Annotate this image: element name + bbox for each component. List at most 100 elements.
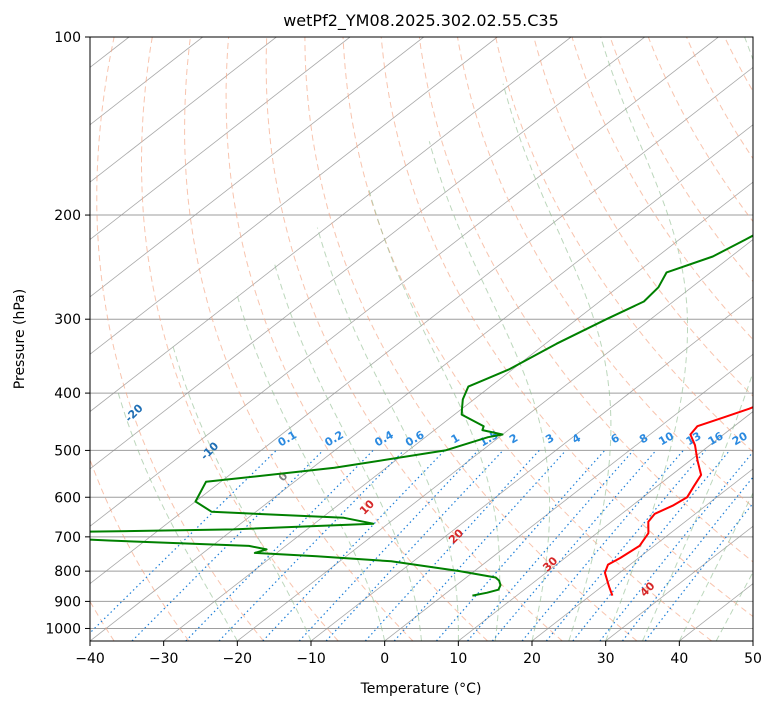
x-tick-label: 10 <box>449 651 467 667</box>
dry-adiabat-line <box>533 37 753 397</box>
mixing-ratio-line <box>364 449 540 641</box>
dry-adiabat-label: -10 <box>198 439 221 462</box>
mixing-ratio-line <box>90 449 277 634</box>
mixing-ratio-line <box>218 449 405 641</box>
mixing-ratio-line <box>621 476 753 641</box>
mixing-ratio-lines <box>90 449 753 641</box>
x-tick-label: 0 <box>380 651 389 667</box>
moist-adiabat-line <box>600 37 688 641</box>
isotherm-line <box>90 37 351 240</box>
mixing-ratio-label: 20 <box>730 429 750 448</box>
isotherm-line <box>90 37 424 298</box>
x-tick-label: −10 <box>296 651 326 667</box>
mixing-ratio-label: 16 <box>706 429 726 448</box>
moist-adiabat-line <box>428 141 551 641</box>
moist-adiabats <box>116 37 753 641</box>
y-tick-label: 700 <box>54 530 81 546</box>
moist-adiabat-line <box>235 291 386 641</box>
dry-adiabat-line <box>418 37 753 563</box>
dry-adiabat-line <box>90 458 190 641</box>
mixing-ratio-line <box>325 449 504 641</box>
profile-series <box>90 234 753 597</box>
isotherm-line <box>90 66 753 585</box>
dry-adiabat-label: 40 <box>638 579 658 599</box>
y-axis: 100 200 300 400 500 600 700 800 900 1000 <box>45 30 90 637</box>
isotherm-line <box>605 525 753 641</box>
isotherm-line <box>90 124 753 641</box>
moist-adiabat-line <box>273 261 422 641</box>
x-tick-label: −40 <box>75 651 105 667</box>
mixing-ratio-label: 1 <box>449 431 462 446</box>
mixing-ratio-line <box>467 450 634 641</box>
dry-adiabat-line <box>686 37 753 160</box>
dry-adiabat-label: -30 <box>54 364 77 387</box>
dry-adiabat-line <box>647 37 753 223</box>
isotherm-line <box>237 238 753 641</box>
dry-adiabat-label: -20 <box>122 401 145 424</box>
moist-adiabat-line <box>678 491 753 641</box>
isotherm-line <box>90 37 498 355</box>
y-axis-title: Pressure (hPa) <box>12 289 28 389</box>
dry-adiabat-label: 10 <box>357 497 377 517</box>
y-tick-label: 500 <box>54 443 81 459</box>
isotherm-line <box>90 37 719 527</box>
dewpoint-profile-line <box>90 234 753 597</box>
isobar-grid <box>90 37 753 629</box>
isotherm-grid <box>90 37 753 641</box>
dry-adiabat-line <box>571 37 753 341</box>
isotherm-line <box>752 640 753 641</box>
moist-adiabat-line <box>316 227 459 641</box>
dry-adiabat-line <box>495 37 753 453</box>
isotherm-line <box>531 468 753 641</box>
isotherm-line <box>458 411 753 641</box>
mixing-ratio-label: 10 <box>656 429 676 448</box>
mixing-ratio-line <box>599 451 753 641</box>
dry-adiabats <box>90 37 753 641</box>
y-tick-label: 1000 <box>45 621 81 637</box>
dry-adiabat-line <box>609 37 753 283</box>
isotherm-line <box>384 353 753 641</box>
moist-adiabat-line <box>502 83 612 641</box>
x-tick-label: 40 <box>670 651 688 667</box>
mixing-ratio-line <box>298 449 479 641</box>
mixing-ratio-label: 2 <box>507 431 520 446</box>
plot-frame <box>89 36 754 642</box>
moist-adiabat-line <box>715 571 753 641</box>
isotherm-line <box>90 37 572 413</box>
mixing-ratio-line <box>393 449 567 641</box>
isotherm-line <box>90 37 277 183</box>
y-tick-label: 600 <box>54 490 81 506</box>
isotherm-line <box>90 37 203 126</box>
mixing-ratio-line <box>644 502 753 641</box>
y-tick-label: 200 <box>54 208 81 224</box>
temperature-profile-line <box>603 406 753 596</box>
dry-adiabat-line <box>380 37 753 618</box>
mixing-ratio-line <box>572 450 731 641</box>
dry-adiabat-line <box>457 37 753 508</box>
mixing-ratio-line <box>491 450 657 641</box>
dry-adiabat-line <box>304 37 638 641</box>
mixing-ratio-line <box>262 449 446 641</box>
mixing-ratio-label: 4 <box>570 431 583 446</box>
isotherm-line <box>679 583 753 641</box>
dry-adiabat-label: 0 <box>276 469 291 484</box>
mixing-ratio-line <box>545 450 706 641</box>
x-axis-title: Temperature (°C) <box>360 681 482 697</box>
x-tick-label: −20 <box>223 651 253 667</box>
x-tick-label: 50 <box>744 651 762 667</box>
y-tick-label: 400 <box>54 386 81 402</box>
dry-adiabat-line <box>225 37 488 641</box>
isotherm-line <box>90 37 645 470</box>
moist-adiabat-line <box>367 187 501 641</box>
mixing-ratio-label: 25 <box>755 429 775 448</box>
dry-adiabat-line <box>96 37 264 641</box>
dry-adiabat-line <box>184 37 414 641</box>
y-tick-label: 800 <box>54 564 81 580</box>
x-axis: −40 −30 −20 −10 0 10 20 30 40 50 <box>75 641 762 667</box>
isotherm-line <box>163 181 753 641</box>
annotation-labels: -100-90-80-70-60-50-40-30-20-10010203040… <box>54 364 775 599</box>
y-tick-label: 100 <box>54 30 81 46</box>
x-tick-label: −30 <box>149 651 179 667</box>
dry-adiabat-line <box>265 37 563 641</box>
y-tick-label: 900 <box>54 594 81 610</box>
